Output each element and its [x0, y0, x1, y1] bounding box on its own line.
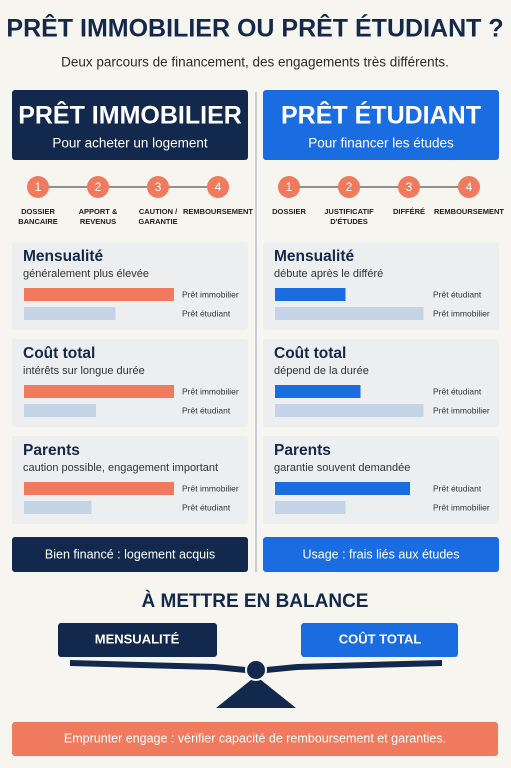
step-label: REMBOURSEMENT — [183, 207, 253, 216]
bar — [275, 385, 361, 398]
step-label: APPORT & — [79, 207, 118, 216]
bar-label: Prêt immobilier — [182, 483, 239, 493]
subtitle: Deux parcours de financement, des engage… — [61, 55, 449, 70]
balance-left-box — [58, 623, 217, 657]
step-label: REVENUS — [80, 217, 116, 226]
bar — [24, 288, 174, 301]
panel-title: PRÊT IMMOBILIER — [18, 100, 242, 130]
step-label: DOSSIER — [272, 207, 306, 216]
bar — [275, 307, 424, 320]
bar-label: Prêt étudiant — [433, 289, 482, 299]
bar — [275, 288, 346, 301]
step-circle — [207, 176, 229, 198]
section-subtitle: débute après le différé — [274, 268, 383, 280]
step-circle — [338, 176, 360, 198]
step-circle — [278, 176, 300, 198]
section-title: Mensualité — [23, 248, 103, 265]
step-circle — [398, 176, 420, 198]
step-number: 2 — [346, 180, 353, 194]
step-circle — [87, 176, 109, 198]
section-title: Parents — [274, 442, 331, 459]
bar — [275, 482, 410, 495]
panel-footer-box — [12, 537, 248, 572]
step-label: REMBOURSEMENT — [434, 207, 504, 216]
bar — [24, 404, 96, 417]
footer: Emprunter engage : vérifier capacité de … — [64, 731, 446, 745]
bar-label: Prêt étudiant — [182, 308, 231, 318]
step-label: DIFFÉRÉ — [393, 207, 425, 216]
bar-label: Prêt étudiant — [182, 502, 231, 512]
bar-label: Prêt immobilier — [182, 386, 239, 396]
section-subtitle: généralement plus élevée — [23, 268, 149, 280]
step-label: D'ÉTUDES — [330, 217, 368, 226]
panel-subtitle: Pour acheter un logement — [52, 136, 208, 151]
section-subtitle: dépend de la durée — [274, 365, 369, 377]
step-number: 4 — [215, 180, 222, 194]
balance-left: MENSUALITÉ — [95, 631, 180, 646]
step-number: 1 — [286, 180, 293, 194]
section-title: Coût total — [274, 345, 346, 362]
step-number: 4 — [466, 180, 473, 194]
bar — [24, 501, 92, 514]
bar — [275, 501, 346, 514]
section-subtitle: caution possible, engagement important — [23, 462, 218, 474]
bar-label: Prêt immobilier — [433, 502, 490, 512]
section-subtitle: garantie souvent demandée — [274, 462, 410, 474]
step-label: DOSSIER — [21, 207, 55, 216]
step-label: GARANTIE — [138, 217, 177, 226]
footer-box — [12, 722, 498, 756]
section-title: Coût total — [23, 345, 95, 362]
step-number: 1 — [35, 180, 42, 194]
panel-header — [12, 90, 248, 160]
bar-label: Prêt immobilier — [182, 289, 239, 299]
bar-label: Prêt immobilier — [433, 405, 490, 415]
panel-footer: Usage : frais liés aux études — [302, 547, 459, 561]
bar-label: Prêt étudiant — [182, 405, 231, 415]
panel-title: PRÊT ÉTUDIANT — [281, 100, 481, 130]
step-circle — [458, 176, 480, 198]
panel-header — [263, 90, 499, 160]
bar — [275, 404, 424, 417]
step-label: JUSTIFICATIF — [324, 207, 374, 216]
step-number: 3 — [406, 180, 413, 194]
step-number: 2 — [95, 180, 102, 194]
panel-footer: Bien financé : logement acquis — [45, 547, 215, 561]
bar — [24, 307, 116, 320]
step-circle — [147, 176, 169, 198]
bar — [24, 385, 174, 398]
section-title: Parents — [23, 442, 80, 459]
balance-right: COÛT TOTAL — [339, 631, 422, 646]
panel-footer-box — [263, 537, 499, 572]
balance-right-box — [301, 623, 458, 657]
step-label: BANCAIRE — [18, 217, 58, 226]
section-subtitle: intérêts sur longue durée — [23, 365, 145, 377]
step-circle — [27, 176, 49, 198]
panel-subtitle: Pour financer les études — [308, 136, 454, 151]
bar-label: Prêt étudiant — [433, 483, 482, 493]
step-label: CAUTION / — [139, 207, 178, 216]
step-number: 3 — [155, 180, 162, 194]
title: PRÊT IMMOBILIER OU PRÊT ÉTUDIANT ? — [6, 13, 503, 43]
section-title: Mensualité — [274, 248, 354, 265]
balance-pivot — [245, 659, 267, 681]
bar-label: Prêt étudiant — [433, 386, 482, 396]
balance-title: À METTRE EN BALANCE — [142, 590, 369, 612]
bar-label: Prêt immobilier — [433, 308, 490, 318]
bar — [24, 482, 174, 495]
balance-base — [216, 676, 296, 708]
balance-beam — [70, 660, 442, 674]
